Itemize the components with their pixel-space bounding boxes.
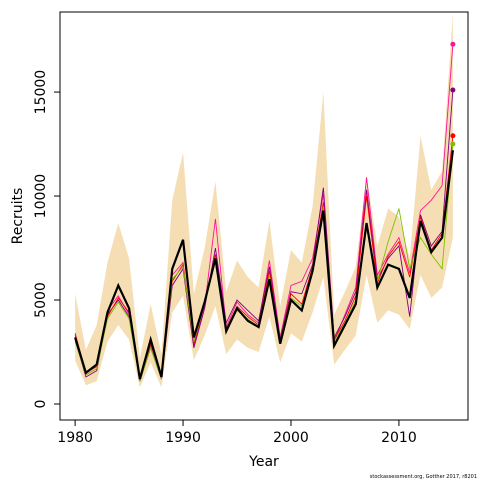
y-tick-label: 10000 [33, 174, 49, 219]
x-tick-label: 2000 [273, 430, 309, 446]
series-line [74, 150, 454, 380]
x-tick-label: 2010 [381, 430, 417, 446]
x-tick-label: 1980 [57, 430, 93, 446]
x-axis-label: Year [248, 454, 279, 470]
end-point [450, 141, 456, 147]
y-tick-label: 0 [33, 400, 49, 409]
y-tick-label: 15000 [33, 70, 49, 115]
end-point [450, 87, 456, 93]
end-point [450, 133, 456, 139]
footnote: stockassessment.org, Gotther 2017, r8201 [370, 474, 477, 480]
plot-frame [59, 11, 469, 421]
y-axis-label: Recruits [10, 188, 26, 245]
end-point [450, 41, 456, 47]
x-tick-label: 1990 [165, 430, 201, 446]
y-tick-label: 5000 [33, 282, 49, 318]
